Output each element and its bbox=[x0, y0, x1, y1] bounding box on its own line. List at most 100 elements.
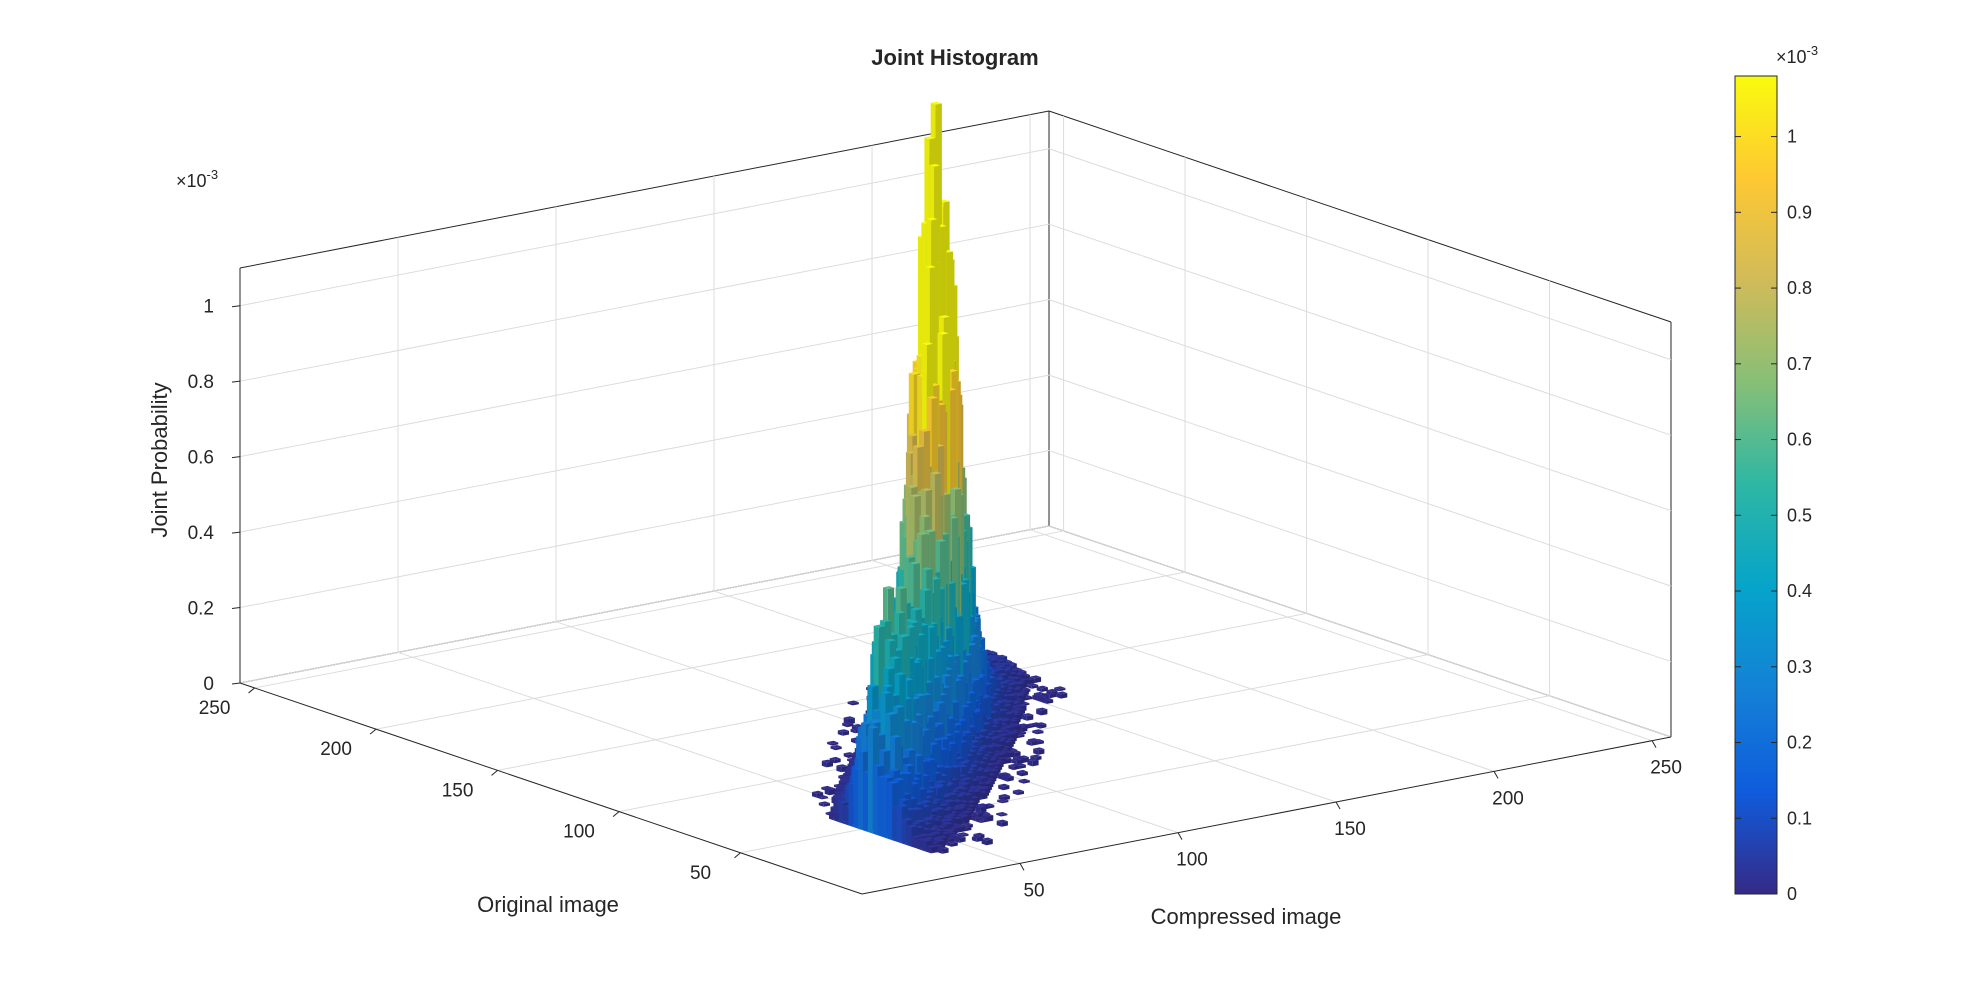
histogram-bar-top bbox=[829, 756, 841, 760]
histogram-bar-top bbox=[995, 654, 1008, 658]
histogram-bar-top bbox=[907, 620, 919, 624]
y-tick-mark bbox=[369, 728, 377, 735]
x-axis-label: Compressed image bbox=[1151, 904, 1342, 929]
colorbar-tick-label: 1 bbox=[1787, 127, 1797, 147]
histogram-bar-top bbox=[972, 810, 984, 814]
histogram-bar-top bbox=[894, 610, 906, 614]
colorbar-exponent: ×10-3 bbox=[1776, 43, 1818, 67]
histogram-bar-face bbox=[1032, 730, 1038, 735]
histogram-bar-face bbox=[931, 846, 938, 854]
histogram-bar-face bbox=[1017, 791, 1024, 796]
histogram-bar-face bbox=[826, 761, 833, 768]
histogram-bar-top bbox=[1013, 704, 1025, 707]
histogram-bar-face bbox=[1028, 679, 1035, 685]
y-tick-label: 150 bbox=[442, 780, 474, 801]
histogram-bar-top bbox=[976, 803, 988, 807]
histogram-bar-top bbox=[884, 638, 897, 642]
histogram-bar-top bbox=[904, 625, 916, 628]
histogram-bar-top bbox=[981, 837, 993, 841]
histogram-bar-top bbox=[975, 818, 987, 822]
histogram-bar-top bbox=[933, 722, 945, 725]
histogram-bar-top bbox=[1005, 731, 1017, 735]
histogram-bar-top bbox=[922, 836, 934, 840]
histogram-bar-face bbox=[1032, 695, 1038, 701]
histogram-bar-face bbox=[1061, 693, 1068, 699]
histogram-bar-face bbox=[1045, 693, 1050, 699]
histogram-bar-top bbox=[997, 772, 1009, 776]
z-axis-label: Joint Probability bbox=[147, 382, 172, 537]
histogram-bar-top bbox=[1036, 707, 1048, 711]
histogram-bar-top bbox=[930, 101, 942, 105]
histogram-bar-top bbox=[872, 764, 884, 767]
histogram-bar-face bbox=[838, 801, 844, 824]
grid-line bbox=[1029, 529, 1653, 742]
colorbar-tick-label: 0.8 bbox=[1787, 278, 1812, 298]
histogram-bar-face bbox=[863, 771, 868, 832]
z-tick-label: 1 bbox=[203, 297, 214, 318]
grid-line bbox=[1048, 525, 1672, 738]
z-tick-mark bbox=[231, 305, 241, 308]
histogram-bar-top bbox=[996, 672, 1008, 676]
histogram-bar-face bbox=[1031, 741, 1038, 746]
histogram-bar-face bbox=[853, 768, 859, 829]
histogram-bar-top bbox=[880, 690, 892, 694]
histogram-bar-face bbox=[997, 799, 1003, 804]
grid-line bbox=[1048, 148, 1672, 361]
histogram-bar-top bbox=[1002, 725, 1014, 729]
histogram-bar-face bbox=[954, 836, 960, 843]
x-tick-label: 200 bbox=[1492, 788, 1524, 809]
histogram-bar-face bbox=[976, 837, 984, 842]
histogram-bar-top bbox=[994, 664, 1007, 668]
histogram-bar-top bbox=[1022, 713, 1034, 716]
z-tick-mark bbox=[231, 531, 241, 534]
histogram-bar-face bbox=[986, 839, 993, 846]
histogram-bar-top bbox=[894, 672, 906, 676]
histogram-bar-top bbox=[883, 666, 895, 670]
histogram-bar-top bbox=[920, 800, 932, 803]
histogram-bar-top bbox=[926, 844, 938, 848]
histogram-bar-face bbox=[1002, 776, 1008, 782]
histogram-bar-top bbox=[991, 662, 1003, 666]
histogram-bar-top bbox=[997, 733, 1009, 736]
histogram-bar-top bbox=[998, 783, 1010, 787]
histogram-bar-top bbox=[1037, 694, 1049, 698]
histogram-bar-top bbox=[937, 736, 950, 740]
histogram-bar-face bbox=[842, 723, 848, 728]
histogram-bar-top bbox=[1010, 710, 1023, 714]
histogram-bar-face bbox=[836, 765, 842, 773]
histogram-bar-face bbox=[996, 820, 1002, 827]
histogram-bar-face bbox=[1026, 741, 1032, 746]
histogram-bar-top bbox=[958, 814, 970, 818]
histogram-bar-top bbox=[960, 777, 972, 781]
histogram-bar-face bbox=[1041, 709, 1048, 716]
histogram-bar-top bbox=[897, 634, 909, 638]
histogram-bar-top bbox=[946, 840, 958, 844]
histogram-bar-top bbox=[870, 718, 882, 722]
histogram-bar-top bbox=[1002, 699, 1014, 703]
histogram-bar-top bbox=[933, 807, 945, 810]
histogram-bar-face bbox=[906, 825, 912, 847]
histogram-bar-top bbox=[982, 813, 994, 817]
histogram-bar-face bbox=[812, 792, 817, 798]
colorbar-tick-label: 0.7 bbox=[1787, 354, 1812, 374]
histogram-bar-top bbox=[1018, 778, 1030, 782]
histogram-bar-top bbox=[1008, 763, 1020, 767]
histogram-bar-face bbox=[1008, 765, 1014, 771]
histogram-bar-top bbox=[937, 846, 949, 850]
histogram-bar-face bbox=[958, 826, 966, 833]
x-tick-label: 250 bbox=[1650, 758, 1682, 779]
histogram-bar-top bbox=[837, 729, 849, 733]
histogram-bar-top bbox=[917, 833, 930, 837]
histogram-bar-top bbox=[926, 217, 938, 221]
histogram-bar-top bbox=[950, 487, 962, 490]
histogram-bar-top bbox=[914, 819, 926, 823]
histogram-bar-face bbox=[980, 820, 987, 823]
histogram-bar-top bbox=[888, 768, 900, 772]
histogram-bar-top bbox=[908, 561, 920, 565]
histogram-bar-face bbox=[997, 773, 1003, 780]
histogram-bar-top bbox=[958, 760, 970, 764]
histogram-bar-face bbox=[1036, 686, 1042, 692]
histogram-bar-face bbox=[1040, 723, 1047, 729]
histogram-bar-top bbox=[909, 494, 921, 497]
